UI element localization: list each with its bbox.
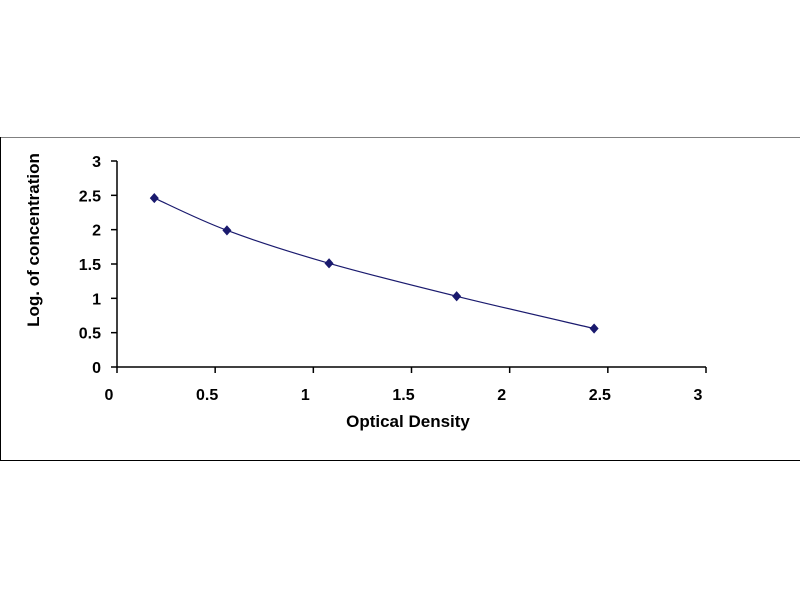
data-point [222,225,232,236]
x-tick-label: 1.5 [392,387,414,404]
data-point [452,291,462,302]
x-axis-label: Optical Density [346,412,470,431]
y-axis-label: Log. of concentration [24,153,43,327]
y-tick-labels: 0 0.5 1 1.5 2 2.5 3 [79,154,101,377]
data-points [149,192,599,334]
x-tick-label: 3 [694,387,703,404]
x-tick-label: 1 [301,387,310,404]
chart: 0 0.5 1 1.5 2 2.5 3 0 0.5 1 1.5 2 2.5 3 Optical Dens… [0,136,800,461]
y-tick-label: 2 [92,223,101,240]
trendline [154,197,595,330]
y-tick-label: 1 [92,291,101,308]
chart-frame: 0 0.5 1 1.5 2 2.5 3 0 0.5 1 1.5 2 2.5 3 Optical Dens… [0,136,800,461]
data-point [324,258,334,269]
data-point [149,192,159,204]
y-tick-label: 0 [92,360,101,377]
y-axis [111,160,118,368]
x-tick-label: 2 [497,387,506,404]
x-axis [116,366,707,373]
data-point [589,323,599,334]
x-tick-label: 0 [105,387,114,404]
y-tick-label: 3 [92,154,101,171]
x-tick-label: 0.5 [196,387,218,404]
y-tick-label: 2.5 [79,188,101,205]
y-tick-label: 0.5 [79,326,101,343]
x-tick-label: 2.5 [589,387,611,404]
y-tick-label: 1.5 [79,257,101,274]
x-tick-labels: 0 0.5 1 1.5 2 2.5 3 [105,387,703,404]
